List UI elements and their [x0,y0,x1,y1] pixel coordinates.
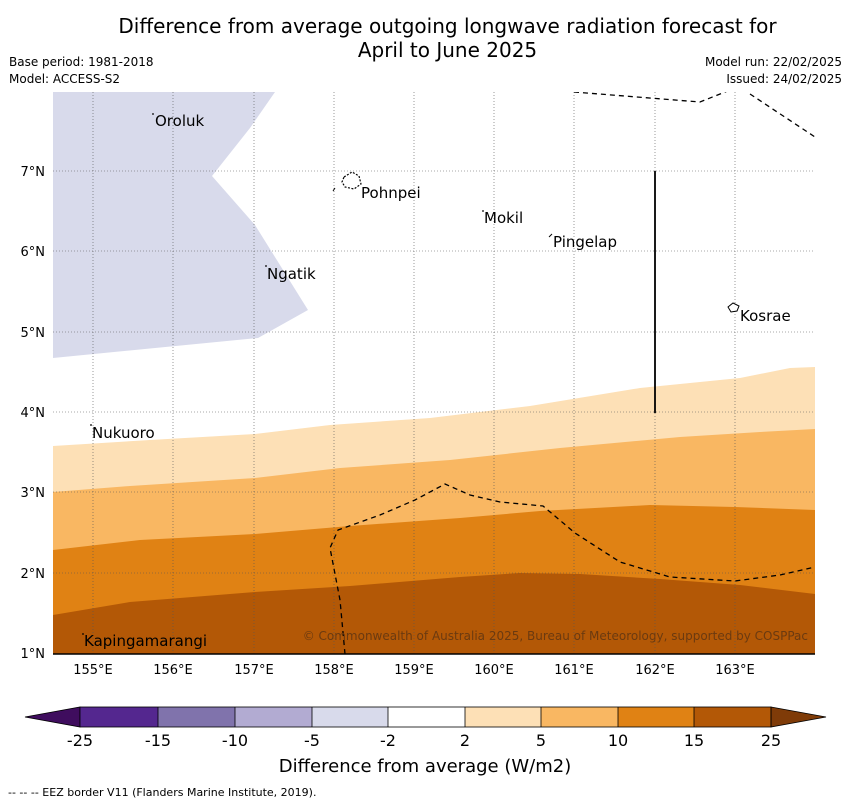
eez-borders [329,92,815,654]
colorbar-tick: 10 [608,731,628,750]
kosrae-island [727,302,740,313]
eez-border-south [329,483,815,654]
lat-label: 2°N [21,567,46,582]
title-line-2: April to June 2025 [357,38,538,62]
label-mokil: Mokil [484,209,523,227]
colorbar-segment [541,707,618,727]
lon-label: 161°E [554,663,594,678]
colorbar-segment [158,707,235,727]
lat-label: 6°N [21,245,46,260]
nukuoro-marker [90,424,92,426]
eez-border-north [573,92,727,103]
colorbar-segment [80,707,158,727]
gridlines [53,92,815,654]
label-pohnpei: Pohnpei [361,184,421,202]
oroluk-marker [152,113,154,115]
colorbar-tick: -10 [222,731,248,750]
lat-axis: 7°N 6°N 5°N 4°N 3°N 2°N 1°N [21,165,46,662]
kapingamarangi-marker [82,633,84,635]
map-area: Oroluk Pohnpei Mokil Pingelap Ngatik Kos… [53,92,815,654]
lon-label: 159°E [394,663,434,678]
ant-atoll-mark [332,187,336,192]
lat-label: 3°N [21,486,46,501]
colorbar-segment [235,707,312,727]
colorbar-tick: 25 [761,731,781,750]
eez-border-northeast [749,93,815,138]
ngatik-marker [265,265,267,267]
colorbar-tick: -25 [67,731,93,750]
run-info: Model run: 22/02/2025 Issued: 24/02/2025 [705,54,842,88]
copyright-notice: © Commonwealth of Australia 2025, Bureau… [303,629,808,643]
pohnpei-island [341,171,362,190]
lon-label: 158°E [314,663,354,678]
label-oroluk: Oroluk [155,112,204,130]
lon-label: 160°E [474,663,514,678]
colorbar-segment [694,707,771,727]
lon-label: 162°E [635,663,675,678]
model-name: Model: ACCESS-S2 [9,72,121,86]
colorbar-extend-low [24,706,81,728]
eez-border-legend: -- -- -- EEZ border V11 (Flanders Marine… [8,786,317,799]
label-ngatik: Ngatik [267,265,316,283]
title-line-1: Difference from average outgoing longwav… [118,14,777,38]
pingelap-marker [548,233,553,238]
colorbar-segment [618,707,694,727]
lon-label: 156°E [153,663,193,678]
colorbar-tick: -2 [380,731,396,750]
colorbar-extend-high [770,706,827,728]
contour-band-minus5-to-minus2 [53,92,308,358]
label-pingelap: Pingelap [553,233,617,251]
label-kapingamarangi: Kapingamarangi [84,632,207,650]
colorbar-tick: -5 [304,731,320,750]
base-info: Base period: 1981-2018 Model: ACCESS-S2 [9,54,154,88]
colorbar: -25 -15 -10 -5 -2 2 5 10 15 25 Differenc… [24,706,827,777]
lat-label: 1°N [21,647,46,662]
colorbar-title: Difference from average (W/m2) [279,756,571,777]
label-kosrae: Kosrae [740,307,791,325]
lat-label: 4°N [21,406,46,421]
mokil-marker [482,210,484,212]
colorbar-tick: 2 [460,731,470,750]
colorbar-segment [388,707,465,727]
map-title: Difference from average outgoing longwav… [0,14,850,62]
contour-band-15-to-25 [53,573,815,654]
colorbar-tick: 15 [684,731,704,750]
issued-date: Issued: 24/02/2025 [726,72,842,86]
colorbar-segment [312,707,388,727]
lon-label: 155°E [73,663,113,678]
lat-label: 7°N [21,165,46,180]
lon-label: 163°E [715,663,755,678]
model-run: Model run: 22/02/2025 [704,55,842,69]
lat-label: 5°N [21,326,46,341]
colorbar-tick: 5 [536,731,546,750]
colorbar-tick: -15 [145,731,171,750]
colorbar-segment [465,707,541,727]
lon-axis: 155°E 156°E 157°E 158°E 159°E 160°E 161°… [73,663,755,678]
lon-label: 157°E [234,663,274,678]
base-period: Base period: 1981-2018 [9,55,154,69]
label-nukuoro: Nukuoro [92,424,155,442]
